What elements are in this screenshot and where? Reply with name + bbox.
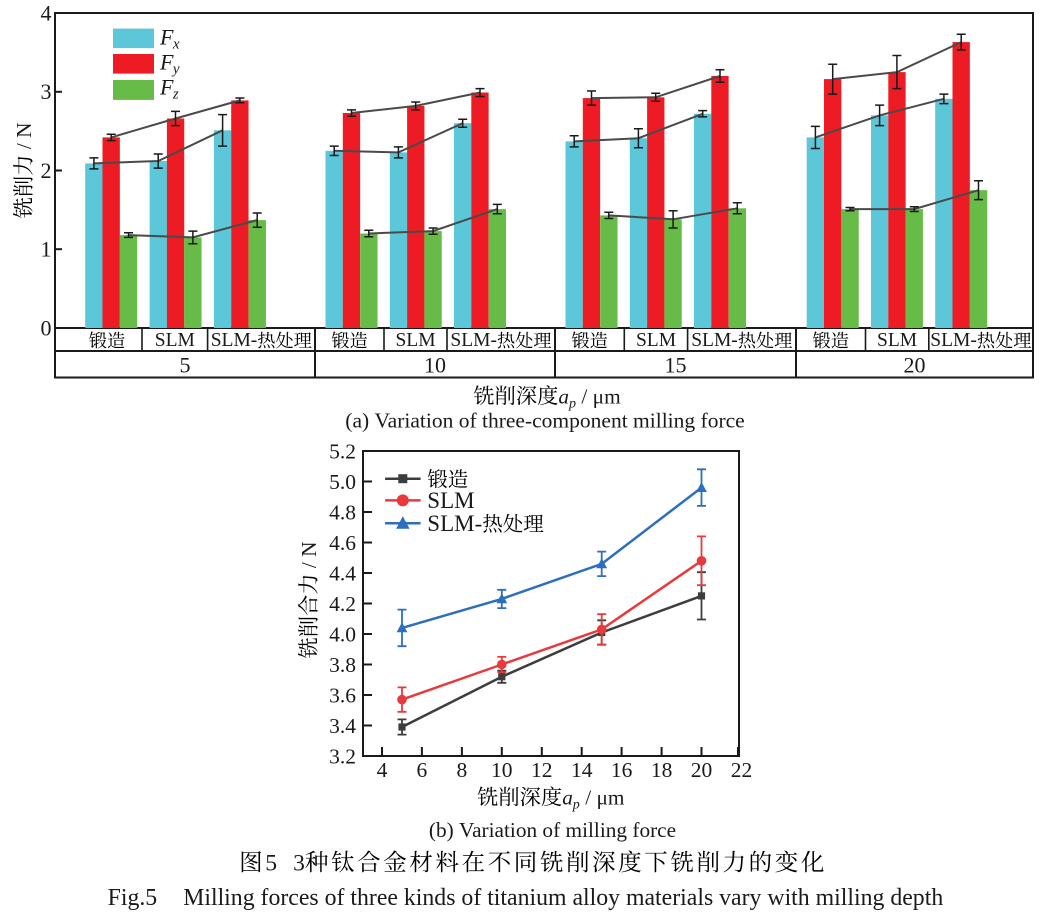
svg-text:F: F — [159, 75, 174, 100]
svg-text:18: 18 — [651, 758, 673, 782]
svg-text:4.6: 4.6 — [329, 531, 356, 555]
svg-text:SLM-: SLM- — [450, 330, 497, 351]
svg-text:14: 14 — [571, 758, 593, 782]
svg-text:p: p — [572, 797, 580, 813]
svg-text:SLM: SLM — [636, 330, 676, 351]
svg-text:22: 22 — [731, 758, 753, 782]
svg-text:5: 5 — [180, 352, 191, 377]
svg-text:12: 12 — [531, 758, 553, 782]
svg-text:20: 20 — [691, 758, 713, 782]
svg-text:SLM: SLM — [877, 330, 917, 351]
svg-text:/ N: / N — [297, 541, 321, 573]
svg-text:4.4: 4.4 — [329, 561, 356, 585]
svg-text:15: 15 — [665, 352, 687, 377]
svg-text:(a) Variation of three-compone: (a) Variation of three-component milling… — [345, 409, 744, 433]
svg-text:5.2: 5.2 — [329, 439, 356, 463]
svg-text:x: x — [172, 37, 180, 53]
svg-text:3.2: 3.2 — [329, 744, 356, 768]
svg-text:SLM-: SLM- — [691, 330, 738, 351]
svg-text:(b) Variation of milling force: (b) Variation of milling force — [429, 818, 676, 842]
svg-text:20: 20 — [904, 352, 926, 377]
svg-text:10: 10 — [491, 758, 513, 782]
svg-text:2: 2 — [41, 158, 52, 183]
svg-text:10: 10 — [424, 352, 446, 377]
svg-text:5: 5 — [265, 851, 277, 877]
svg-text:a: a — [558, 384, 569, 408]
svg-text:3.6: 3.6 — [329, 683, 356, 707]
svg-text:4: 4 — [377, 758, 388, 782]
svg-text:16: 16 — [611, 758, 633, 782]
svg-text:F: F — [159, 25, 174, 50]
svg-text:a: a — [562, 786, 573, 810]
svg-text:Fig.5: Fig.5 — [108, 885, 158, 911]
svg-text:p: p — [568, 395, 576, 411]
svg-text:3: 3 — [41, 79, 52, 104]
svg-text:SLM: SLM — [155, 330, 195, 351]
svg-text:0: 0 — [41, 315, 52, 340]
svg-text:3: 3 — [293, 851, 305, 877]
svg-text:SLM: SLM — [427, 488, 474, 513]
svg-text:y: y — [171, 62, 180, 78]
svg-text:6: 6 — [417, 758, 428, 782]
svg-text:F: F — [159, 50, 174, 75]
svg-text:4.0: 4.0 — [329, 622, 356, 646]
svg-text:SLM-: SLM- — [211, 330, 258, 351]
svg-text:z: z — [172, 87, 179, 103]
svg-text:3.4: 3.4 — [329, 714, 356, 738]
svg-text:/ μm: / μm — [576, 384, 621, 408]
svg-text:SLM-: SLM- — [930, 330, 977, 351]
svg-text:SLM: SLM — [395, 330, 435, 351]
svg-text:Milling forces of three kinds: Milling forces of three kinds of titaniu… — [183, 885, 943, 911]
svg-text:/ μm: / μm — [580, 786, 625, 810]
svg-text:4.2: 4.2 — [329, 592, 356, 616]
svg-text:/ N: / N — [12, 123, 36, 155]
svg-text:4: 4 — [41, 0, 52, 25]
svg-text:SLM-: SLM- — [427, 511, 482, 536]
svg-text:3.8: 3.8 — [329, 653, 356, 677]
svg-text:4.8: 4.8 — [329, 500, 356, 524]
svg-text:5.0: 5.0 — [329, 470, 356, 494]
svg-text:1: 1 — [41, 237, 52, 262]
svg-text:8: 8 — [457, 758, 468, 782]
